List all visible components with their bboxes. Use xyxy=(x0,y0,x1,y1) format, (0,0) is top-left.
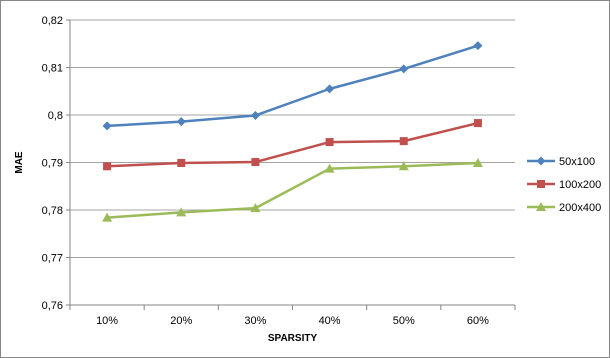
y-tick-label: 0,77 xyxy=(42,253,63,265)
gridlines xyxy=(70,19,515,258)
data-point xyxy=(251,158,260,167)
series-100x200 xyxy=(103,119,482,171)
data-point xyxy=(473,119,482,128)
data-point xyxy=(176,207,187,217)
series-group xyxy=(102,41,483,222)
data-point xyxy=(398,161,409,171)
y-tick-label: 0,81 xyxy=(42,63,63,75)
legend-item: 50x100 xyxy=(527,156,595,168)
series-line xyxy=(107,44,479,128)
legend-marker xyxy=(536,202,546,211)
data-point xyxy=(250,110,260,120)
data-point xyxy=(325,84,335,94)
data-point xyxy=(473,41,483,51)
series-line xyxy=(106,161,478,219)
y-tick-label: 0,76 xyxy=(42,300,63,312)
x-tick-label: 40% xyxy=(319,315,341,327)
data-point xyxy=(399,137,408,146)
legend-label: 200x400 xyxy=(559,202,601,214)
legend-label: 50x100 xyxy=(559,156,595,168)
y-axis-title: MAE xyxy=(14,151,25,174)
x-tick-label: 50% xyxy=(393,315,415,327)
data-point xyxy=(102,212,113,222)
legend-marker xyxy=(536,156,546,166)
y-tick-label: 0,78 xyxy=(42,205,63,217)
series-200x400 xyxy=(102,157,483,222)
data-point xyxy=(325,138,334,147)
data-point xyxy=(176,117,186,127)
series-50x100 xyxy=(102,41,483,131)
legend-marker xyxy=(537,180,545,188)
x-tick-label: 10% xyxy=(96,315,118,327)
data-point xyxy=(103,162,112,171)
x-tick-label: 60% xyxy=(467,315,489,327)
legend: 50x100 100x200 200x400 xyxy=(527,156,601,214)
data-point xyxy=(472,157,483,167)
data-point xyxy=(177,158,186,167)
y-tick-label: 0,79 xyxy=(42,158,63,170)
x-tick-label: 20% xyxy=(170,315,192,327)
x-tick-label: 30% xyxy=(244,315,266,327)
data-point xyxy=(399,64,409,74)
legend-item: 200x400 xyxy=(527,202,601,214)
data-point xyxy=(324,163,335,173)
axes: 0,76 0,77 0,78 0,79 0,8 0,81 0,82 10% 20% 30% 40% 5… xyxy=(42,15,516,327)
x-axis-title: SPARSITY xyxy=(268,333,318,344)
y-tick-label: 0,82 xyxy=(42,15,63,27)
legend-item: 100x200 xyxy=(527,179,601,191)
legend-label: 100x200 xyxy=(559,179,601,191)
data-point xyxy=(250,203,261,213)
series-line xyxy=(107,121,479,168)
data-point xyxy=(102,121,112,131)
y-tick-label: 0,8 xyxy=(48,110,63,122)
